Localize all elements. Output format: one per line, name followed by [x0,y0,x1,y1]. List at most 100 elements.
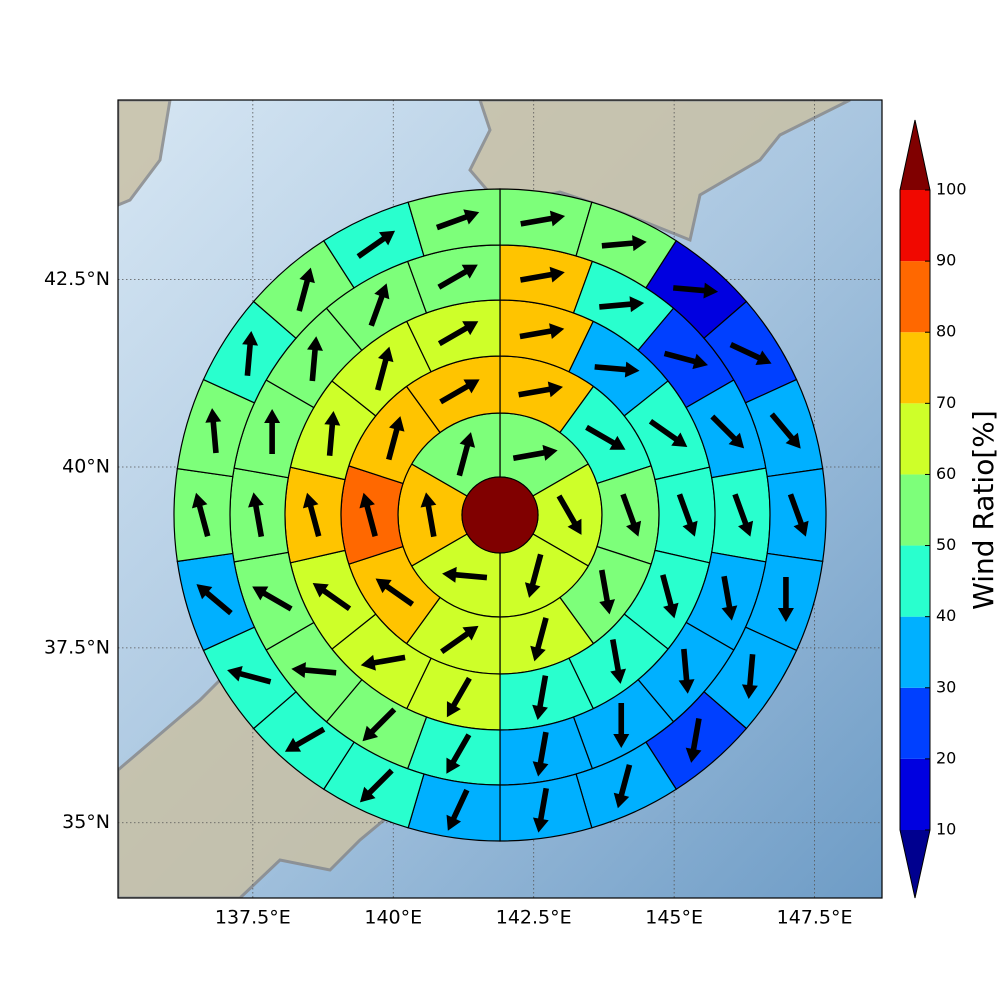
wind-arrow [599,296,645,313]
wind-arrow [440,625,479,655]
colorbar-tick-label: 20 [936,748,956,767]
wind-arrow [585,424,626,450]
wind-arrow [532,675,549,720]
wind-arrow [312,582,352,612]
wind-arrow [375,578,415,607]
wind-arrow [227,666,272,685]
wind-arrow [420,492,437,538]
sector [499,188,593,257]
colorbar: 10 20 30 40 50 60 70 80 90 100 [899,119,967,899]
y-tick-label: 35°N [62,811,110,833]
wind-arrow [439,379,480,405]
wind-arrow [512,444,558,461]
wind-arrow [446,788,470,831]
colorbar-bin [900,474,930,546]
wind-arrow [532,731,549,777]
x-tick-label: 142.5°E [496,907,572,929]
wind-arrow [359,492,378,537]
wind-arrow [721,575,738,621]
wind-arrow [601,235,647,252]
wind-arrow [732,493,754,537]
wind-arrow [205,408,222,454]
wind-arrow [264,409,281,455]
wind-arrow [456,432,476,477]
colorbar-tick-label: 100 [936,180,967,199]
wind-arrow [362,707,397,742]
y-tick-label: 37.5°N [44,636,110,658]
colorbar-bin [900,261,930,333]
y-tick-label: 40°N [62,455,110,477]
land [118,100,172,207]
wind-arrow [242,330,259,377]
colorbar-bin [900,545,930,617]
colorbar-bin [900,403,930,475]
wind-arrow [777,576,794,622]
wind-arrow [196,584,233,616]
wind-arrow [368,283,390,327]
sector [407,773,501,842]
wind-arrow [594,361,640,378]
wind-arrow [359,768,394,803]
wind-arrow [324,410,341,457]
colorbar-tick-label: 40 [936,606,956,625]
wind-arrow [663,350,708,370]
wind-arrow [672,282,719,299]
colorbar-bin [900,332,930,404]
colorbar-tick-label: 10 [936,820,956,839]
wind-arrow [518,381,563,398]
land [468,100,851,243]
wind-arrow [532,787,549,833]
colorbar-tick-label: 30 [936,677,956,696]
wind-arrow [437,321,479,347]
wind-arrow [442,566,488,583]
colorbar-tick-label: 80 [936,322,956,341]
colorbar-tick-label: 70 [936,393,956,412]
wind-arrow [435,209,480,231]
map-frame [117,99,883,899]
colorbar-tick-label: 90 [936,251,956,270]
y-tick-label: 42.5°N [44,268,110,290]
wind-arrow [360,654,406,671]
wind-arrow [620,493,642,537]
x-tick-label: 147.5°E [777,907,853,929]
colorbar-bin [900,616,930,688]
wind-arrow [446,676,472,718]
wind-arrow [291,662,337,679]
wind-arrow [191,492,211,537]
colorbar-label: Wind Ratio[%] [967,410,1000,610]
colorbar-tick-label: 60 [936,464,956,483]
wind-arrow [787,493,809,537]
wind-arrow [437,264,478,290]
wind-arrow [248,492,265,538]
wind-arrow [613,764,633,809]
x-tick-label: 137.5°E [215,907,291,929]
wind-arrow [685,718,702,763]
wind-arrow [729,342,772,365]
wind-arrow [598,569,616,615]
wind-arrow [648,418,688,448]
wind-arrow [296,267,315,312]
wind-arrow [556,494,582,535]
wind-arrow [660,574,679,619]
wind-arrow [307,336,323,382]
wind-arrow [676,493,698,537]
wind-arrow [375,346,394,391]
colorbar-bin [900,190,930,262]
wind-arrow [678,648,695,694]
colorbar-extend-over [900,120,930,190]
x-tick-label: 145°E [645,907,703,929]
wind-arrow [741,653,758,700]
colorbar-bin [900,758,930,830]
wind-arrow [769,412,801,449]
wind-arrow [519,266,565,283]
wind-arrow [610,639,627,684]
colorbar-extend-under [900,830,930,898]
wind-arrow [520,210,566,227]
colorbar-bin [900,687,930,759]
wind-arrow [519,323,565,340]
wind-arrow [446,733,472,774]
wind-arrow [356,230,396,259]
x-tick-label: 140°E [364,907,422,929]
center-point [461,476,539,554]
